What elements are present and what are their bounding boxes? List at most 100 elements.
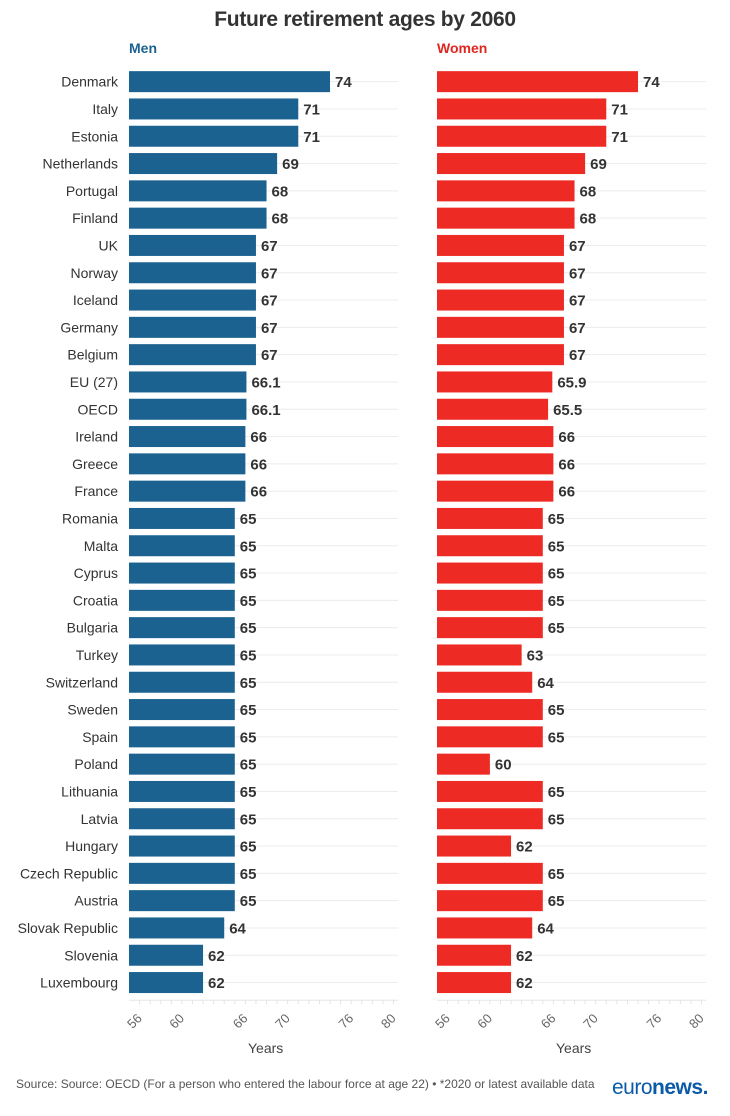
men-bar [129, 726, 235, 748]
source-note: Source: Source: OECD (For a person who e… [16, 1077, 595, 1091]
women-x-tick-label: 56 [432, 1011, 453, 1032]
men-value-label: 65 [240, 675, 257, 692]
women-value-label: 62 [516, 948, 533, 965]
women-value-label: 69 [590, 156, 607, 173]
women-x-tick-label: 70 [580, 1011, 601, 1032]
women-bar [437, 808, 543, 830]
men-value-label: 74 [335, 74, 352, 91]
men-value-label: 71 [303, 129, 320, 146]
women-value-label: 67 [569, 347, 586, 364]
men-value-label: 66 [250, 484, 267, 501]
women-value-label: 68 [580, 183, 597, 200]
men-bar [129, 234, 256, 256]
men-value-label: 69 [282, 156, 299, 173]
euronews-logo: euronews. [612, 1076, 708, 1100]
women-bar [437, 835, 512, 857]
women-value-label: 65 [548, 511, 565, 528]
men-bar [129, 753, 235, 775]
men-value-label: 71 [303, 101, 320, 118]
country-label: Portugal [66, 183, 118, 199]
chart-title: Future retirement ages by 2060 [214, 8, 516, 31]
men-value-label: 65 [240, 647, 257, 664]
men-value-label: 65 [240, 811, 257, 828]
women-value-label: 65 [548, 893, 565, 910]
country-label: Malta [84, 538, 118, 554]
men-x-tick-label: 66 [230, 1011, 251, 1032]
women-value-label: 71 [611, 101, 628, 118]
men-value-label: 65 [240, 729, 257, 746]
men-bar [129, 480, 246, 502]
women-bar [437, 507, 543, 529]
country-label: Italy [92, 101, 118, 117]
women-value-label: 66 [558, 456, 575, 473]
men-bar [129, 398, 247, 420]
men-bar [129, 780, 235, 802]
women-value-label: 65 [548, 702, 565, 719]
women-value-label: 66 [558, 429, 575, 446]
men-bar [129, 98, 299, 120]
men-x-tick-label: 60 [166, 1011, 187, 1032]
men-value-label: 66 [250, 456, 267, 473]
country-label: Bulgaria [67, 620, 119, 636]
men-value-label: 65 [240, 593, 257, 610]
country-label: Croatia [73, 592, 118, 608]
men-bar [129, 589, 235, 611]
women-bar [437, 780, 543, 802]
men-value-label: 65 [240, 538, 257, 555]
men-bar [129, 507, 235, 529]
country-label: Turkey [76, 647, 118, 663]
women-value-label: 65 [548, 866, 565, 883]
men-value-label: 67 [261, 293, 278, 310]
women-value-label: 65 [548, 729, 565, 746]
men-bar [129, 562, 235, 584]
women-value-label: 63 [527, 647, 544, 664]
men-bar [129, 944, 204, 966]
country-label: Denmark [61, 74, 119, 90]
women-value-label: 60 [495, 757, 512, 774]
women-x-tick-label: 60 [474, 1011, 495, 1032]
women-value-label: 62 [516, 975, 533, 992]
men-value-label: 66.1 [251, 402, 280, 419]
men-value-label: 65 [240, 566, 257, 583]
women-bar [437, 726, 543, 748]
women-x-tick-label: 80 [686, 1011, 707, 1032]
country-label: Ireland [75, 429, 118, 445]
men-value-label: 68 [272, 211, 289, 228]
women-value-label: 65 [548, 538, 565, 555]
country-label: Finland [72, 210, 118, 226]
country-label: Slovenia [64, 947, 118, 963]
country-label: Spain [82, 729, 118, 745]
country-label: Germany [60, 319, 118, 335]
women-value-label: 65 [548, 784, 565, 801]
women-x-tick-label: 66 [538, 1011, 559, 1032]
men-bar [129, 617, 235, 639]
men-bar [129, 207, 267, 229]
country-label: Austria [74, 893, 118, 909]
men-x-tick-label: 76 [336, 1011, 357, 1032]
women-bar [437, 371, 553, 393]
women-bar [437, 316, 564, 338]
women-bar [437, 617, 543, 639]
country-label: OECD [78, 401, 118, 417]
men-value-label: 65 [240, 757, 257, 774]
women-bar [437, 589, 543, 611]
men-bar [129, 671, 235, 693]
men-x-tick-label: 56 [124, 1011, 145, 1032]
women-bar [437, 862, 543, 884]
women-bar [437, 699, 543, 721]
logo-bold: news [652, 1076, 703, 1099]
women-bar [437, 98, 607, 120]
men-value-label: 65 [240, 511, 257, 528]
country-label: France [74, 483, 118, 499]
women-value-label: 74 [643, 74, 660, 91]
logo-light: euro [612, 1076, 653, 1099]
women-value-label: 64 [537, 675, 554, 692]
women-bar [437, 753, 490, 775]
men-x-tick-label: 80 [378, 1011, 399, 1032]
men-bar [129, 316, 256, 338]
women-bar [437, 125, 607, 147]
women-bar [437, 398, 549, 420]
men-x-tick-label: 70 [272, 1011, 293, 1032]
country-label: Belgium [67, 347, 118, 363]
